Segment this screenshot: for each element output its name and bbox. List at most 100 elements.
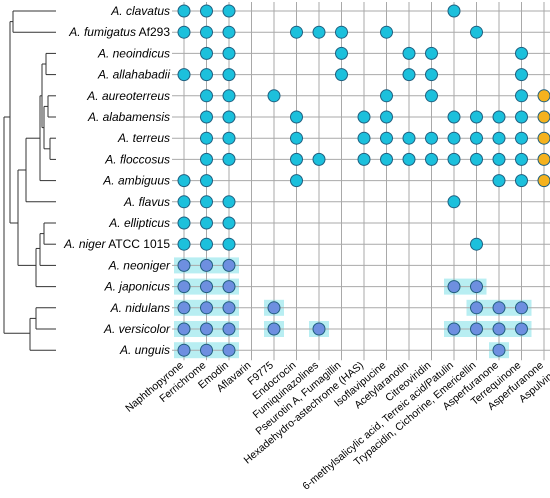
presence-dot	[222, 131, 236, 145]
species-italic: A. neoindicus	[97, 46, 170, 60]
presence-dot	[200, 4, 213, 18]
presence-dot	[177, 301, 191, 315]
presence-dot	[380, 131, 393, 145]
species-label: A. ambiguus	[102, 174, 170, 188]
presence-dot	[200, 301, 213, 315]
presence-dot	[515, 322, 528, 336]
presence-dot	[380, 152, 393, 166]
presence-dot	[470, 237, 483, 251]
presence-dot	[402, 131, 416, 145]
presence-dot	[335, 46, 348, 60]
presence-dot	[447, 152, 461, 166]
species-label: A. japonicus	[104, 280, 170, 294]
presence-dot	[470, 131, 483, 145]
presence-dot	[515, 46, 528, 60]
species-label: A. nidulans	[110, 301, 170, 315]
species-italic: A. ambiguus	[102, 174, 170, 188]
presence-dot	[177, 174, 191, 188]
presence-dot	[200, 237, 213, 251]
presence-dot	[357, 131, 371, 145]
presence-dot	[222, 301, 236, 315]
species-italic: A. flavus	[123, 195, 170, 209]
presence-dot	[290, 174, 303, 188]
presence-dot	[200, 216, 213, 230]
presence-dot	[492, 152, 506, 166]
metabolite-labels: NaphthopyroneFerrichromeEmodinAflavarinF…	[123, 359, 550, 492]
species-italic: A. ellipticus	[108, 216, 170, 230]
species-label: A. versicolor	[103, 322, 171, 336]
presence-dot	[177, 237, 191, 251]
presence-dot	[200, 195, 213, 209]
presence-dot	[447, 280, 461, 294]
presence-dot	[492, 174, 506, 188]
presence-dot	[402, 68, 416, 82]
presence-dot	[177, 280, 191, 294]
presence-dot	[515, 301, 528, 315]
species-italic: A. versicolor	[103, 322, 171, 336]
presence-dot	[200, 46, 213, 60]
species-strain: Af293	[136, 25, 170, 39]
presence-dot	[222, 343, 236, 357]
presence-dot	[267, 89, 281, 103]
species-label: A. neoindicus	[97, 46, 170, 60]
presence-dot	[200, 110, 213, 124]
presence-dot	[492, 131, 506, 145]
presence-dot	[380, 110, 393, 124]
species-label: A. aureoterreus	[86, 89, 170, 103]
presence-dot	[200, 152, 213, 166]
presence-dot	[357, 152, 371, 166]
presence-dot	[515, 131, 528, 145]
presence-dot	[200, 280, 213, 294]
presence-dot	[222, 110, 236, 124]
presence-dot	[470, 301, 483, 315]
presence-dot	[200, 174, 213, 188]
presence-dot	[537, 152, 550, 166]
species-label: A. fumigatus Af293	[68, 25, 170, 39]
presence-dot	[177, 4, 191, 18]
presence-dot	[177, 25, 191, 39]
species-label: A. terreus	[117, 131, 170, 145]
presence-dot	[290, 131, 303, 145]
species-italic: A. fumigatus	[68, 25, 136, 39]
species-label: A. allahabadii	[97, 68, 170, 82]
presence-dot	[470, 110, 483, 124]
presence-dot	[335, 68, 348, 82]
presence-dot	[492, 343, 506, 357]
presence-dot	[470, 152, 483, 166]
presence-dot	[537, 131, 550, 145]
species-italic: A. nidulans	[110, 301, 170, 315]
species-italic: A. clavatus	[110, 4, 170, 18]
presence-dot	[222, 4, 236, 18]
presence-dot	[177, 195, 191, 209]
species-italic: A. japonicus	[104, 280, 170, 294]
presence-dot	[425, 89, 438, 103]
species-italic: A. unguis	[119, 343, 170, 357]
species-labels: A. clavatus A. fumigatus Af293 A. neoindic…	[63, 4, 171, 357]
presence-dot	[515, 174, 528, 188]
presence-dot	[222, 46, 236, 60]
presence-dot	[335, 25, 348, 39]
species-italic: A. niger	[63, 237, 106, 251]
presence-dot	[177, 68, 191, 82]
presence-dot	[222, 25, 236, 39]
presence-dot	[447, 4, 461, 18]
presence-dot	[357, 110, 371, 124]
presence-dot	[492, 110, 506, 124]
presence-dot	[200, 322, 213, 336]
presence-dot	[290, 110, 303, 124]
presence-dot	[222, 322, 236, 336]
species-label: A. clavatus	[110, 4, 170, 18]
species-italic: A. aureoterreus	[86, 89, 170, 103]
species-italic: A. alabamensis	[87, 110, 170, 124]
presence-dot	[290, 25, 303, 39]
species-italic: A. terreus	[117, 131, 170, 145]
presence-dot	[492, 301, 506, 315]
presence-dot	[425, 152, 438, 166]
presence-dot	[177, 322, 191, 336]
presence-dot	[380, 89, 393, 103]
presence-dots	[177, 4, 550, 357]
species-label: A. unguis	[119, 343, 170, 357]
presence-dot	[222, 258, 236, 272]
presence-dot	[312, 25, 326, 39]
